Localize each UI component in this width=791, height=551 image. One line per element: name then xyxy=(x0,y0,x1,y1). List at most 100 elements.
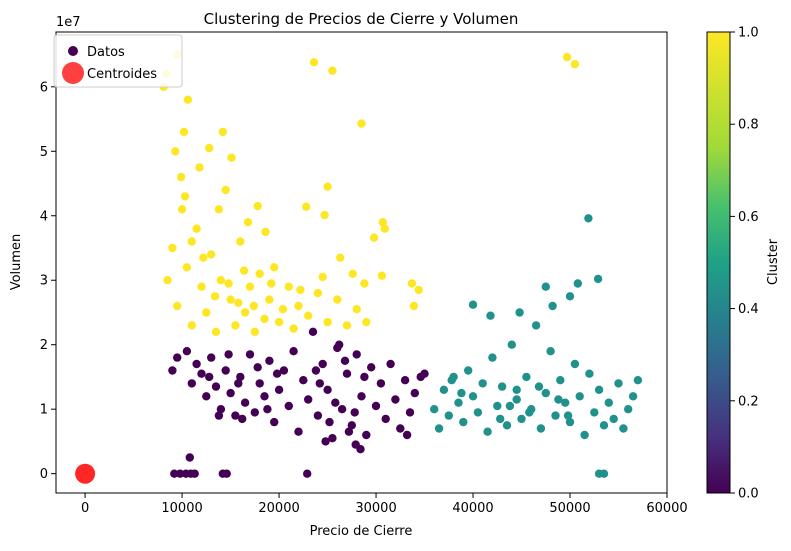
data-point xyxy=(318,272,327,282)
colorbar-tick-label: 0.8 xyxy=(738,118,759,133)
data-point xyxy=(240,308,250,317)
colorbar-label: Cluster xyxy=(766,238,781,285)
data-point xyxy=(548,301,557,311)
data-point xyxy=(378,218,387,227)
data-point xyxy=(347,421,356,430)
data-point xyxy=(565,292,575,301)
data-point xyxy=(357,119,366,128)
data-point xyxy=(240,398,250,407)
data-point xyxy=(210,292,220,301)
data-point xyxy=(309,58,319,67)
data-point xyxy=(304,311,313,320)
y-tick-label: 4 xyxy=(40,209,48,224)
data-point xyxy=(585,369,594,378)
data-point xyxy=(584,214,593,223)
data-point xyxy=(371,401,381,411)
data-point xyxy=(628,392,638,401)
x-axis-label: Precio de Cierre xyxy=(310,524,413,539)
colorbar-gradient xyxy=(706,31,731,494)
legend-marker-centroides xyxy=(62,62,84,84)
data-point xyxy=(554,395,563,404)
y-tick-label: 6 xyxy=(40,80,48,95)
data-point xyxy=(362,430,371,440)
data-point xyxy=(562,52,572,62)
data-point xyxy=(170,469,179,478)
data-point xyxy=(563,411,573,420)
data-point xyxy=(525,408,534,417)
data-point xyxy=(278,305,288,314)
x-tick-label: 20000 xyxy=(258,501,299,516)
data-point xyxy=(344,427,354,436)
data-point xyxy=(296,285,305,295)
data-point xyxy=(531,321,541,330)
data-point xyxy=(434,424,444,433)
data-point xyxy=(274,317,284,327)
data-point xyxy=(182,347,192,356)
data-point xyxy=(265,295,274,304)
data-point xyxy=(255,379,264,388)
data-point xyxy=(187,379,196,388)
data-point xyxy=(454,398,463,407)
data-point xyxy=(272,369,282,378)
data-point xyxy=(214,205,224,214)
data-point xyxy=(565,417,575,427)
data-point xyxy=(218,127,227,137)
data-point xyxy=(239,266,249,275)
data-point xyxy=(173,353,182,362)
data-point xyxy=(245,282,255,291)
data-point xyxy=(400,376,410,385)
y-tick-label: 5 xyxy=(40,145,48,160)
data-point xyxy=(342,321,352,330)
data-point xyxy=(279,366,289,375)
data-point xyxy=(261,227,270,237)
data-point xyxy=(580,430,589,440)
data-point xyxy=(245,350,255,359)
data-point xyxy=(171,147,180,156)
data-point xyxy=(216,276,226,285)
data-point xyxy=(507,340,516,349)
data-point xyxy=(357,392,366,401)
y-axis: 0 1 2 3 4 5 6 xyxy=(40,80,56,482)
data-point xyxy=(546,347,555,356)
data-point xyxy=(226,388,235,398)
data-point xyxy=(522,372,531,382)
colorbar-tick-label: 0.6 xyxy=(738,210,759,225)
data-point xyxy=(311,366,321,375)
colorbar: 0.0 0.2 0.4 0.6 0.8 1.0 Cluster xyxy=(706,26,781,502)
data-point xyxy=(182,263,192,272)
data-point xyxy=(294,427,303,436)
data-point xyxy=(473,408,483,417)
data-point xyxy=(216,405,226,414)
data-point xyxy=(294,301,303,311)
data-point xyxy=(551,411,560,420)
data-point xyxy=(199,253,208,262)
x-tick-label: 10000 xyxy=(161,501,202,516)
data-point xyxy=(234,379,243,388)
points-layer xyxy=(159,50,643,478)
data-point xyxy=(222,469,231,478)
data-point xyxy=(236,372,245,382)
data-point xyxy=(488,353,497,362)
data-point xyxy=(360,372,369,382)
data-point xyxy=(599,421,609,430)
data-point xyxy=(187,237,196,246)
data-point xyxy=(541,282,550,291)
data-point xyxy=(227,153,236,162)
x-tick-label: 50000 xyxy=(549,501,590,516)
data-point xyxy=(231,411,240,420)
data-point xyxy=(185,453,194,462)
y-tick-label: 2 xyxy=(40,338,48,353)
y-tick-label: 1 xyxy=(40,403,48,418)
data-point xyxy=(497,382,507,391)
data-point xyxy=(325,417,334,427)
data-point xyxy=(176,172,186,182)
data-point xyxy=(414,285,423,295)
data-point xyxy=(478,379,487,388)
data-point xyxy=(260,392,269,401)
data-point xyxy=(168,243,177,253)
data-point xyxy=(163,276,172,285)
chart-title: Clustering de Precios de Cierre y Volume… xyxy=(204,10,519,28)
data-point xyxy=(267,279,276,288)
data-point xyxy=(496,414,505,424)
data-point xyxy=(416,372,425,382)
